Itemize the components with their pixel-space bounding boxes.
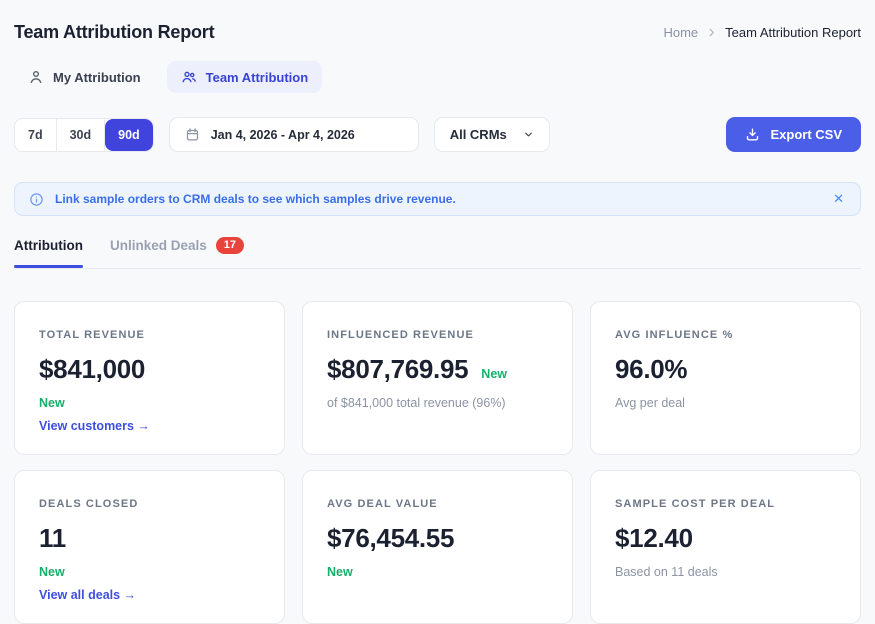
- metric-label: TOTAL REVENUE: [39, 329, 145, 341]
- date-range-picker[interactable]: Jan 4, 2026 - Apr 4, 2026: [168, 117, 419, 152]
- crm-selected-value: All CRMs: [449, 127, 507, 142]
- team-attribution-label: Team Attribution: [205, 69, 309, 85]
- page-title: Team Attribution Report: [14, 22, 215, 42]
- new-badge: New: [481, 367, 507, 381]
- range-7d-button[interactable]: 7d: [15, 118, 57, 151]
- export-csv-label: Export CSV: [770, 127, 842, 142]
- metric-value: $807,769.95: [327, 354, 469, 384]
- my-attribution-label: My Attribution: [53, 69, 141, 85]
- unlinked-count-badge: 17: [215, 237, 245, 254]
- export-csv-button[interactable]: Export CSV: [726, 117, 861, 152]
- metric-cards-grid: TOTAL REVENUE $841,000 New View customer…: [14, 301, 861, 624]
- attribution-view-switcher: My Attribution Team Attribution: [14, 61, 861, 93]
- filter-toolbar: 7d 30d 90d Jan 4, 2026 - Apr 4, 2026 All…: [14, 117, 861, 152]
- metric-card-total-revenue: TOTAL REVENUE $841,000 New View customer…: [14, 301, 285, 455]
- metric-label: DEALS CLOSED: [39, 498, 139, 510]
- breadcrumb: Home Team Attribution Report: [663, 25, 861, 40]
- tab-unlinked-deals-label: Unlinked Deals: [109, 238, 207, 253]
- tab-attribution[interactable]: Attribution: [14, 238, 83, 268]
- metric-subtitle: of $841,000 total revenue (96%): [327, 396, 506, 410]
- metric-card-avg-influence: AVG INFLUENCE % 96.0% Avg per deal: [590, 301, 861, 455]
- info-banner: Link sample orders to CRM deals to see w…: [14, 182, 861, 216]
- metric-card-deals-closed: DEALS CLOSED 11 New View all deals →: [14, 470, 285, 624]
- metric-subtitle: Based on 11 deals: [615, 565, 718, 579]
- metric-card-avg-deal-value: AVG DEAL VALUE $76,454.55 New: [302, 470, 573, 624]
- date-range-value: Jan 4, 2026 - Apr 4, 2026: [210, 127, 355, 142]
- metric-label: SAMPLE COST PER DEAL: [615, 498, 776, 510]
- metric-value: $76,454.55: [327, 523, 455, 553]
- metric-card-influenced-revenue: INFLUENCED REVENUE $807,769.95 New of $8…: [302, 301, 573, 455]
- tab-unlinked-deals[interactable]: Unlinked Deals 17: [109, 237, 245, 268]
- person-icon: [28, 69, 44, 85]
- metric-value: $841,000: [39, 354, 146, 384]
- date-range-presets: 7d 30d 90d: [14, 117, 154, 152]
- metric-value: 96.0%: [615, 354, 688, 384]
- banner-message: Link sample orders to CRM deals to see w…: [55, 192, 456, 206]
- metric-value: $12.40: [615, 523, 693, 553]
- content-tabs: Attribution Unlinked Deals 17: [14, 237, 861, 269]
- metric-card-sample-cost: SAMPLE COST PER DEAL $12.40 Based on 11 …: [590, 470, 861, 624]
- my-attribution-tab[interactable]: My Attribution: [14, 61, 155, 93]
- new-badge: New: [39, 565, 65, 579]
- crm-filter-select[interactable]: All CRMs: [433, 117, 550, 152]
- view-all-deals-link[interactable]: View all deals →: [39, 588, 137, 602]
- users-icon: [181, 69, 197, 85]
- team-attribution-tab[interactable]: Team Attribution: [166, 61, 323, 93]
- metric-value-row: $807,769.95 New: [327, 354, 548, 385]
- download-icon: [745, 127, 760, 142]
- tab-attribution-label: Attribution: [14, 238, 83, 253]
- chevron-down-icon: [523, 129, 534, 140]
- new-badge: New: [39, 396, 65, 410]
- breadcrumb-current: Team Attribution Report: [725, 25, 861, 40]
- filter-left-group: 7d 30d 90d Jan 4, 2026 - Apr 4, 2026 All…: [14, 117, 726, 152]
- info-icon: [29, 192, 44, 207]
- page-header: Team Attribution Report Home Team Attrib…: [0, 0, 875, 43]
- range-30d-button[interactable]: 30d: [56, 118, 106, 151]
- view-customers-link[interactable]: View customers →: [39, 419, 150, 433]
- chevron-right-icon: [706, 27, 717, 38]
- calendar-icon: [185, 127, 200, 142]
- breadcrumb-home-link[interactable]: Home: [663, 25, 699, 40]
- metric-value: 11: [39, 523, 66, 553]
- metric-label: AVG DEAL VALUE: [327, 498, 438, 510]
- metric-label: AVG INFLUENCE %: [615, 329, 734, 341]
- range-90d-button[interactable]: 90d: [105, 118, 153, 151]
- new-badge: New: [327, 565, 353, 579]
- banner-close-button[interactable]: ✕: [833, 191, 844, 206]
- metric-label: INFLUENCED REVENUE: [327, 329, 474, 341]
- metric-subtitle: Avg per deal: [615, 396, 685, 410]
